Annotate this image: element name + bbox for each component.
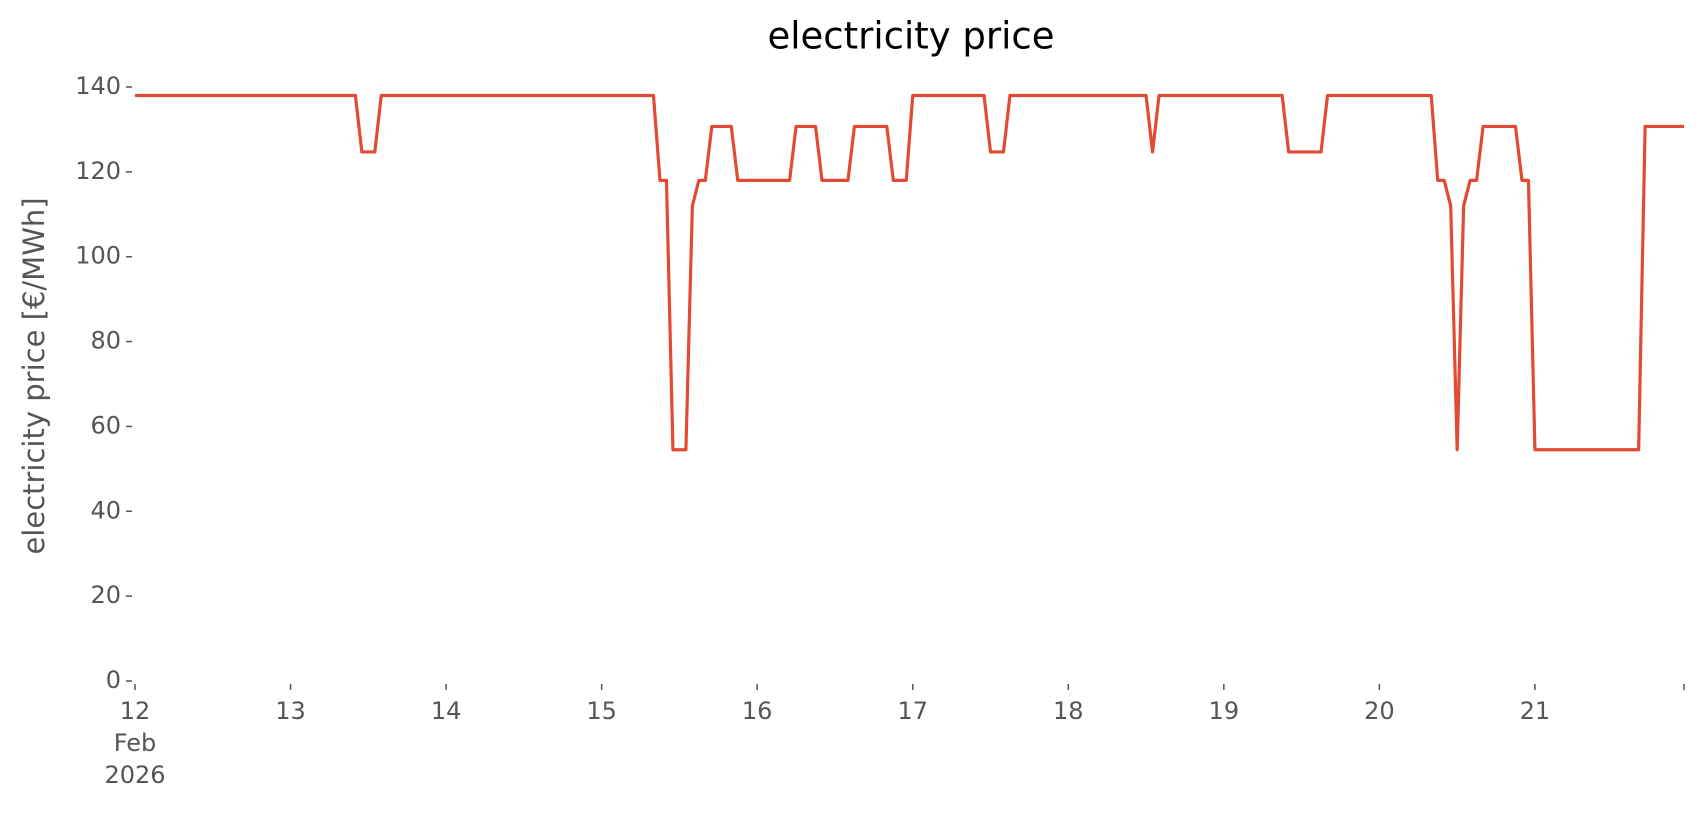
x-tick-label: 13 [275, 697, 306, 725]
x-tick-label: 16 [741, 697, 773, 725]
y-tick-label: 60 [90, 411, 121, 439]
x-tick-label: 19 [1208, 697, 1240, 725]
y-tick-label: 80 [90, 327, 121, 355]
x-tick-label: 14 [430, 697, 462, 725]
y-tick-label: 40 [90, 496, 121, 524]
y-axis-label: electricity price [€/MWh] [17, 197, 51, 554]
y-tick-label: 120 [75, 157, 121, 185]
line-series [135, 93, 1684, 452]
x-tick-label: 12 Feb 2026 [104, 697, 166, 789]
x-tick-label: 20 [1364, 697, 1395, 725]
x-tick-label: 21 [1519, 697, 1551, 725]
x-tick-label: 17 [897, 697, 928, 725]
chart-title: electricity price [767, 15, 1054, 58]
y-tick-label: 100 [75, 242, 121, 270]
y-tick-label: 20 [90, 581, 121, 609]
x-tick-label: 15 [586, 697, 617, 725]
y-tick-label: 0 [106, 666, 121, 694]
y-tick-label: 140 [75, 72, 121, 100]
x-tick-label: 18 [1053, 697, 1084, 725]
